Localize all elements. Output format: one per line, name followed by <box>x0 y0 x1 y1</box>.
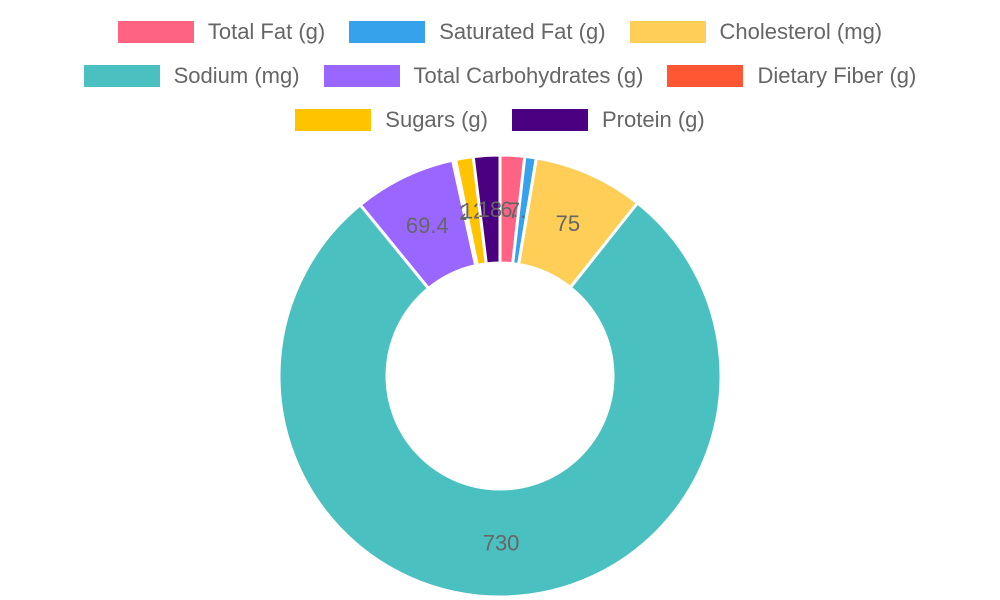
slice-value-label: 18 <box>478 197 502 222</box>
legend-label: Protein (g) <box>602 107 705 132</box>
legend-item[interactable]: Sugars (g) <box>295 107 488 133</box>
legend-row: Sugars (g) Protein (g) <box>0 98 1000 142</box>
legend-item[interactable]: Sodium (mg) <box>83 63 300 89</box>
legend-label: Total Carbohydrates (g) <box>413 63 644 88</box>
donut-slice[interactable] <box>277 200 723 599</box>
legend-item[interactable]: Cholesterol (mg) <box>629 19 883 45</box>
legend-row: Sodium (mg) Total Carbohydrates (g) Dietar… <box>0 54 1000 98</box>
donut-slice[interactable] <box>471 153 502 266</box>
legend-label: Dietary Fiber (g) <box>757 63 917 88</box>
legend-swatch <box>512 109 588 131</box>
legend-item[interactable]: Protein (g) <box>512 107 705 133</box>
legend-swatch <box>117 21 194 43</box>
slice-value-label: 69.4 <box>406 213 449 238</box>
legend-item[interactable]: Total Fat (g) <box>117 19 326 45</box>
legend-label: Cholesterol (mg) <box>719 19 883 44</box>
legend-label: Saturated Fat (g) <box>439 19 606 44</box>
legend-row: Total Fat (g) Saturated Fat (g) Cholestero… <box>0 10 1000 54</box>
legend-swatch <box>629 21 706 43</box>
legend-item[interactable]: Dietary Fiber (g) <box>667 63 916 89</box>
legend-item[interactable]: Saturated Fat (g) <box>349 19 606 45</box>
legend-swatch <box>295 109 372 131</box>
legend-label: Sodium (mg) <box>173 63 300 88</box>
legend-item[interactable]: Total Carbohydrates (g) <box>323 63 644 89</box>
slice-value-label: 75 <box>556 211 580 236</box>
legend-swatch <box>83 65 160 87</box>
legend-swatch <box>323 65 400 87</box>
legend-swatch <box>349 21 426 43</box>
slice-value-label: 730 <box>483 530 520 555</box>
legend-label: Sugars (g) <box>385 107 488 132</box>
legend-label: Total Fat (g) <box>207 19 326 44</box>
legend-swatch <box>667 65 744 87</box>
